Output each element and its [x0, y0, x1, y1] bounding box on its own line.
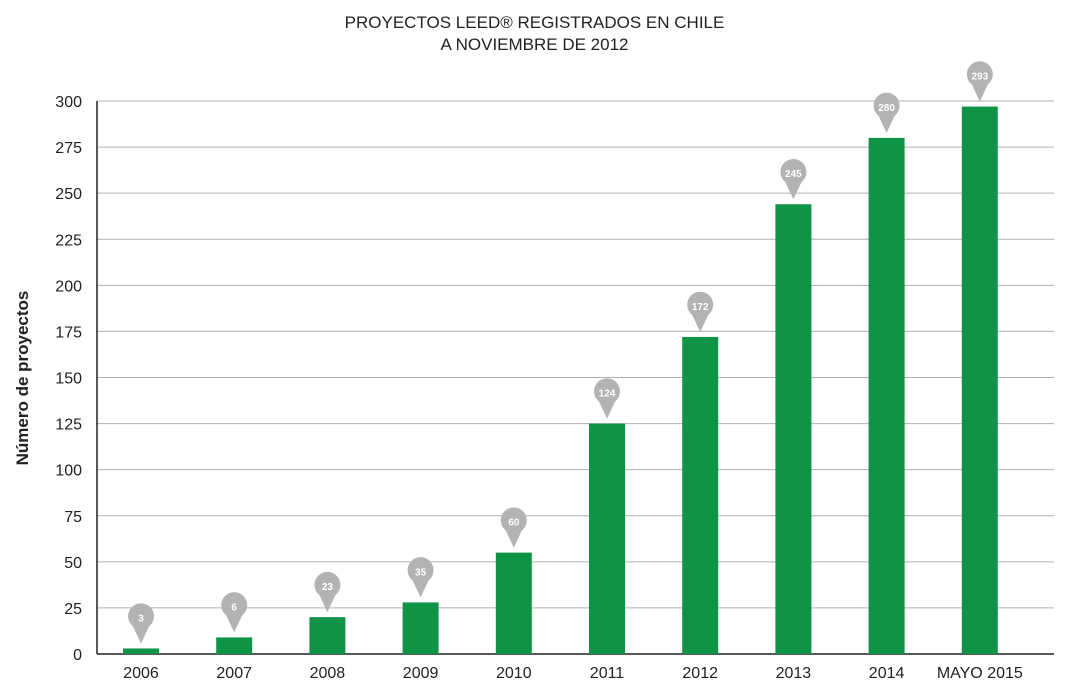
bar — [123, 648, 159, 654]
x-tick-label: 2009 — [403, 665, 439, 682]
bar — [495, 552, 532, 654]
data-label: 280 — [878, 103, 895, 114]
chart-title: PROYECTOS LEED® REGISTRADOS EN CHILE — [344, 13, 725, 32]
data-label-pin: 60 — [500, 507, 527, 548]
x-tick-label: 2008 — [310, 665, 346, 682]
y-tick-label: 250 — [55, 186, 82, 203]
y-tick-label: 0 — [73, 647, 82, 664]
chart-title-block: PROYECTOS LEED® REGISTRADOS EN CHILE A N… — [0, 12, 1069, 56]
pin-shape — [128, 603, 154, 644]
pin-shape — [594, 378, 620, 419]
x-tick-label: 2012 — [682, 665, 718, 682]
data-label: 293 — [971, 72, 988, 83]
chart-subtitle: A NOVIEMBRE DE 2012 — [440, 35, 629, 54]
data-label-pin: 172 — [687, 291, 714, 332]
pin-shape — [780, 158, 807, 200]
tick-labels: 0 25 50 75 100 125 150 175 200 225 250 275 300 2006 20… — [55, 94, 1023, 682]
pin-shape — [873, 92, 900, 133]
data-label: 6 — [231, 602, 237, 613]
data-label-pin: 35 — [407, 557, 434, 598]
pin-shape — [314, 571, 341, 613]
data-label: 172 — [692, 302, 709, 313]
y-tick-label: 125 — [55, 417, 82, 434]
bars — [123, 106, 998, 654]
bar — [682, 336, 719, 654]
x-tick-label: 2014 — [869, 665, 905, 682]
y-tick-label: 175 — [55, 324, 82, 341]
data-label-pin: 280 — [873, 92, 900, 133]
pin-shape — [407, 557, 434, 598]
data-label-pin: 23 — [314, 571, 341, 613]
data-label-pin: 245 — [780, 158, 807, 200]
data-label-pin: 3 — [128, 603, 154, 644]
data-label-pins: 3 6 23 35 60 124 172 245 280 293 — [128, 61, 993, 644]
bar — [775, 204, 812, 654]
y-tick-label: 150 — [55, 371, 82, 388]
data-label-pin: 124 — [594, 378, 620, 419]
y-axis-label: Número de proyectos — [13, 291, 32, 466]
x-tick-label: 2007 — [216, 665, 252, 682]
x-tick-label: 2006 — [123, 665, 159, 682]
pin-shape — [500, 507, 527, 548]
y-tick-label: 100 — [55, 463, 82, 480]
pin-shape — [221, 592, 248, 633]
y-tick-label: 275 — [55, 140, 82, 157]
bar — [309, 617, 346, 654]
y-tick-label: 225 — [55, 232, 82, 249]
y-tick-label: 50 — [64, 555, 82, 572]
y-tick-label: 200 — [55, 278, 82, 295]
bar — [402, 602, 439, 654]
x-tick-label: 2010 — [496, 665, 532, 682]
data-label: 124 — [599, 389, 616, 400]
bar — [216, 637, 253, 654]
data-label-pin: 293 — [966, 61, 993, 102]
bar — [868, 137, 905, 654]
x-tick-label: 2013 — [776, 665, 812, 682]
data-label-pin: 6 — [221, 592, 248, 633]
y-tick-label: 300 — [55, 94, 82, 111]
bar — [961, 106, 998, 654]
data-label: 35 — [415, 567, 427, 578]
data-label: 245 — [785, 169, 802, 180]
data-label: 60 — [508, 518, 520, 529]
y-tick-label: 75 — [64, 509, 82, 526]
bar — [589, 423, 625, 654]
x-tick-label: 2011 — [590, 665, 625, 682]
x-tick-label: MAYO 2015 — [937, 665, 1023, 682]
grid-lines — [97, 100, 1054, 609]
y-tick-label: 25 — [64, 601, 82, 618]
pin-shape — [687, 291, 714, 332]
pin-shape — [966, 61, 993, 102]
data-label: 3 — [138, 613, 144, 624]
data-label: 23 — [322, 582, 334, 593]
